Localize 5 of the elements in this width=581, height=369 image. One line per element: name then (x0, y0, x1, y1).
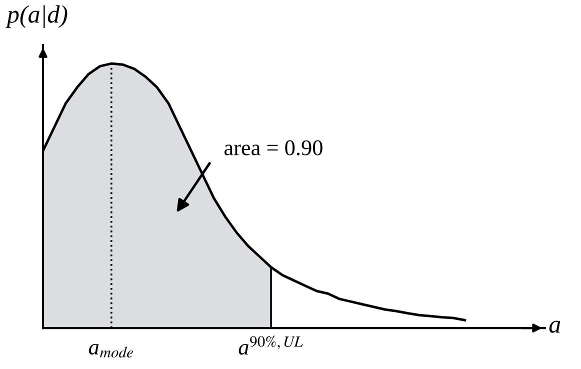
annotation: area = 0.90 (224, 140, 322, 156)
x-axis-title: a (549, 320, 560, 333)
y-axis-title: p(a|d) (6, 5, 68, 28)
x-tick-label: a$_{mode}$ (88, 344, 133, 358)
x-tick-label: a$^{90%,UL}$ (238, 336, 303, 355)
